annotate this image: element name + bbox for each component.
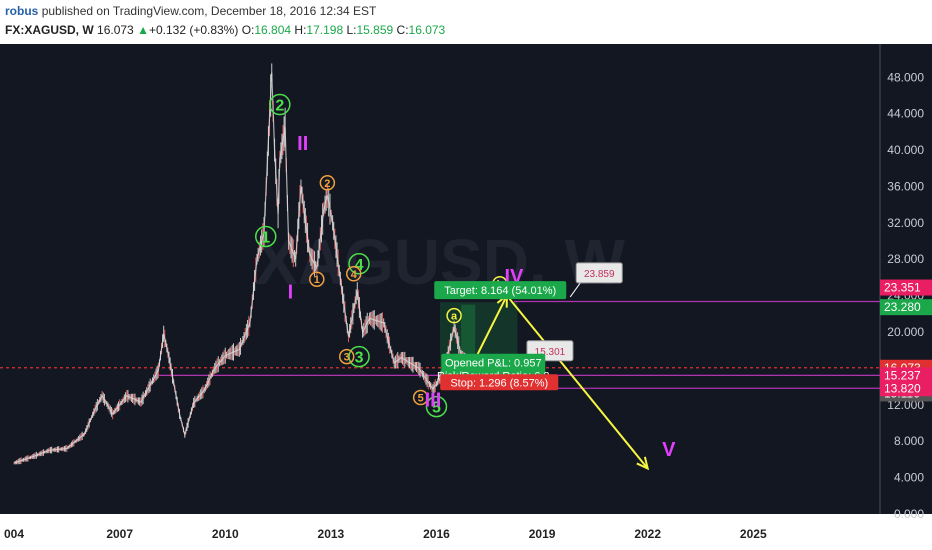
target-label: Target: 8.164 (54.01%) [444, 285, 556, 297]
x-tick-label: 2010 [212, 527, 239, 541]
low-label: L: [346, 23, 357, 37]
x-tick-label: 2007 [106, 527, 133, 541]
callout-pointer [569, 282, 581, 298]
open-label: O: [241, 23, 255, 37]
wave-number-label: a [451, 311, 458, 323]
high-value: 17.198 [306, 23, 344, 37]
time-axis-panel [0, 514, 932, 550]
callout-text: 15.301 [535, 347, 566, 358]
price-axis-panel [880, 44, 932, 514]
wave-label-circle [348, 345, 370, 368]
wave-label-circle [319, 175, 336, 191]
wave-label-circle [446, 307, 462, 324]
x-tick-label: 2016 [423, 527, 450, 541]
price-line[interactable] [13, 72, 471, 464]
wave-number-label: 5 [432, 400, 441, 417]
projection-arrowhead-down [636, 456, 650, 471]
callout-box[interactable] [575, 262, 623, 284]
author-name[interactable]: robus [5, 4, 39, 18]
wave-label-circle [412, 389, 429, 406]
wave-label-circle [255, 225, 277, 248]
stop-label: Stop: 1.296 (8.57%) [450, 377, 548, 389]
y-tick-label: 4.000 [894, 471, 924, 485]
publish-line: robus published on TradingView.com, Dece… [5, 4, 376, 18]
price-tag[interactable] [880, 380, 932, 397]
wave-number-label: 3 [344, 352, 350, 364]
symbol-name: FX:XAGUSD, W [5, 23, 94, 37]
price-tag-label: 15.237 [884, 368, 921, 382]
wave-degree-label: II [297, 133, 308, 155]
low-value: 15.859 [356, 23, 394, 37]
close-value: 16.073 [408, 23, 446, 37]
price-tag[interactable] [880, 279, 932, 296]
wave-number-label: 2 [324, 178, 330, 190]
y-tick-label: 36.000 [887, 179, 924, 193]
price-tag-label: 23.351 [884, 281, 921, 295]
wave-number-label: 1 [314, 274, 320, 286]
y-tick-label: 32.000 [887, 216, 924, 230]
target-label-box[interactable] [434, 281, 567, 300]
x-tick-label: 2022 [634, 527, 661, 541]
y-tick-label: 48.000 [887, 70, 924, 84]
wave-label-circle [338, 348, 355, 365]
y-tick-label: 20.000 [887, 325, 924, 339]
close-label: C: [396, 23, 409, 37]
callout-text: 23.859 [584, 269, 615, 280]
x-tick-label: 004 [4, 527, 24, 541]
pnl-zone [461, 304, 476, 369]
stop-label-box[interactable] [440, 374, 559, 391]
wave-number-label: 1 [261, 229, 270, 246]
wave-number-label: 4 [355, 257, 364, 274]
x-tick-label: 2013 [318, 527, 345, 541]
high-label: H: [294, 23, 307, 37]
wave-label-circle [346, 266, 362, 282]
wave-degree-label: I [288, 281, 294, 303]
wave-label-circle [425, 395, 448, 418]
y-tick-label: 40.000 [887, 143, 924, 157]
price-tag-label: 13.820 [884, 381, 921, 395]
wave-number-label: 5 [418, 393, 424, 405]
ohlc-line: FX:XAGUSD, W 16.073 ▲+0.132 (+0.83%) O:1… [5, 23, 445, 37]
publish-info: published on TradingView.com, December 1… [41, 4, 377, 18]
price-tag[interactable] [880, 367, 932, 384]
y-tick-label: 28.000 [887, 252, 924, 266]
change-value: +0.132 (+0.83%) [148, 23, 239, 37]
open-value: 16.804 [254, 23, 292, 37]
wave-degree-label: III [425, 390, 442, 412]
price-tag[interactable] [880, 299, 932, 316]
y-tick-label: 8.000 [894, 434, 924, 448]
chart-header: robus published on TradingView.com, Dece… [0, 0, 932, 44]
price-chart[interactable]: XAGUSD, W2143521435abIIIIIIIVV23.85915.3… [0, 44, 932, 550]
wave-number-label: 4 [351, 269, 358, 281]
change-arrow-icon: ▲ [137, 23, 149, 37]
y-tick-label: 0.000 [894, 507, 924, 521]
x-tick-label: 2019 [529, 527, 556, 541]
price-tag-label: 23.280 [884, 300, 921, 314]
last-price: 16.073 [97, 23, 134, 37]
wave-number-label: 3 [355, 350, 364, 367]
y-tick-label: 44.000 [887, 107, 924, 121]
wave-number-label: 2 [275, 98, 284, 115]
wave-label-circle [309, 271, 325, 287]
wave-label-circle [269, 93, 291, 116]
wave-degree-label: V [662, 439, 676, 461]
wave-label-circle [348, 253, 370, 275]
x-tick-label: 2025 [740, 527, 767, 541]
pnl-label: Opened P&L: 0.957 [445, 358, 542, 370]
